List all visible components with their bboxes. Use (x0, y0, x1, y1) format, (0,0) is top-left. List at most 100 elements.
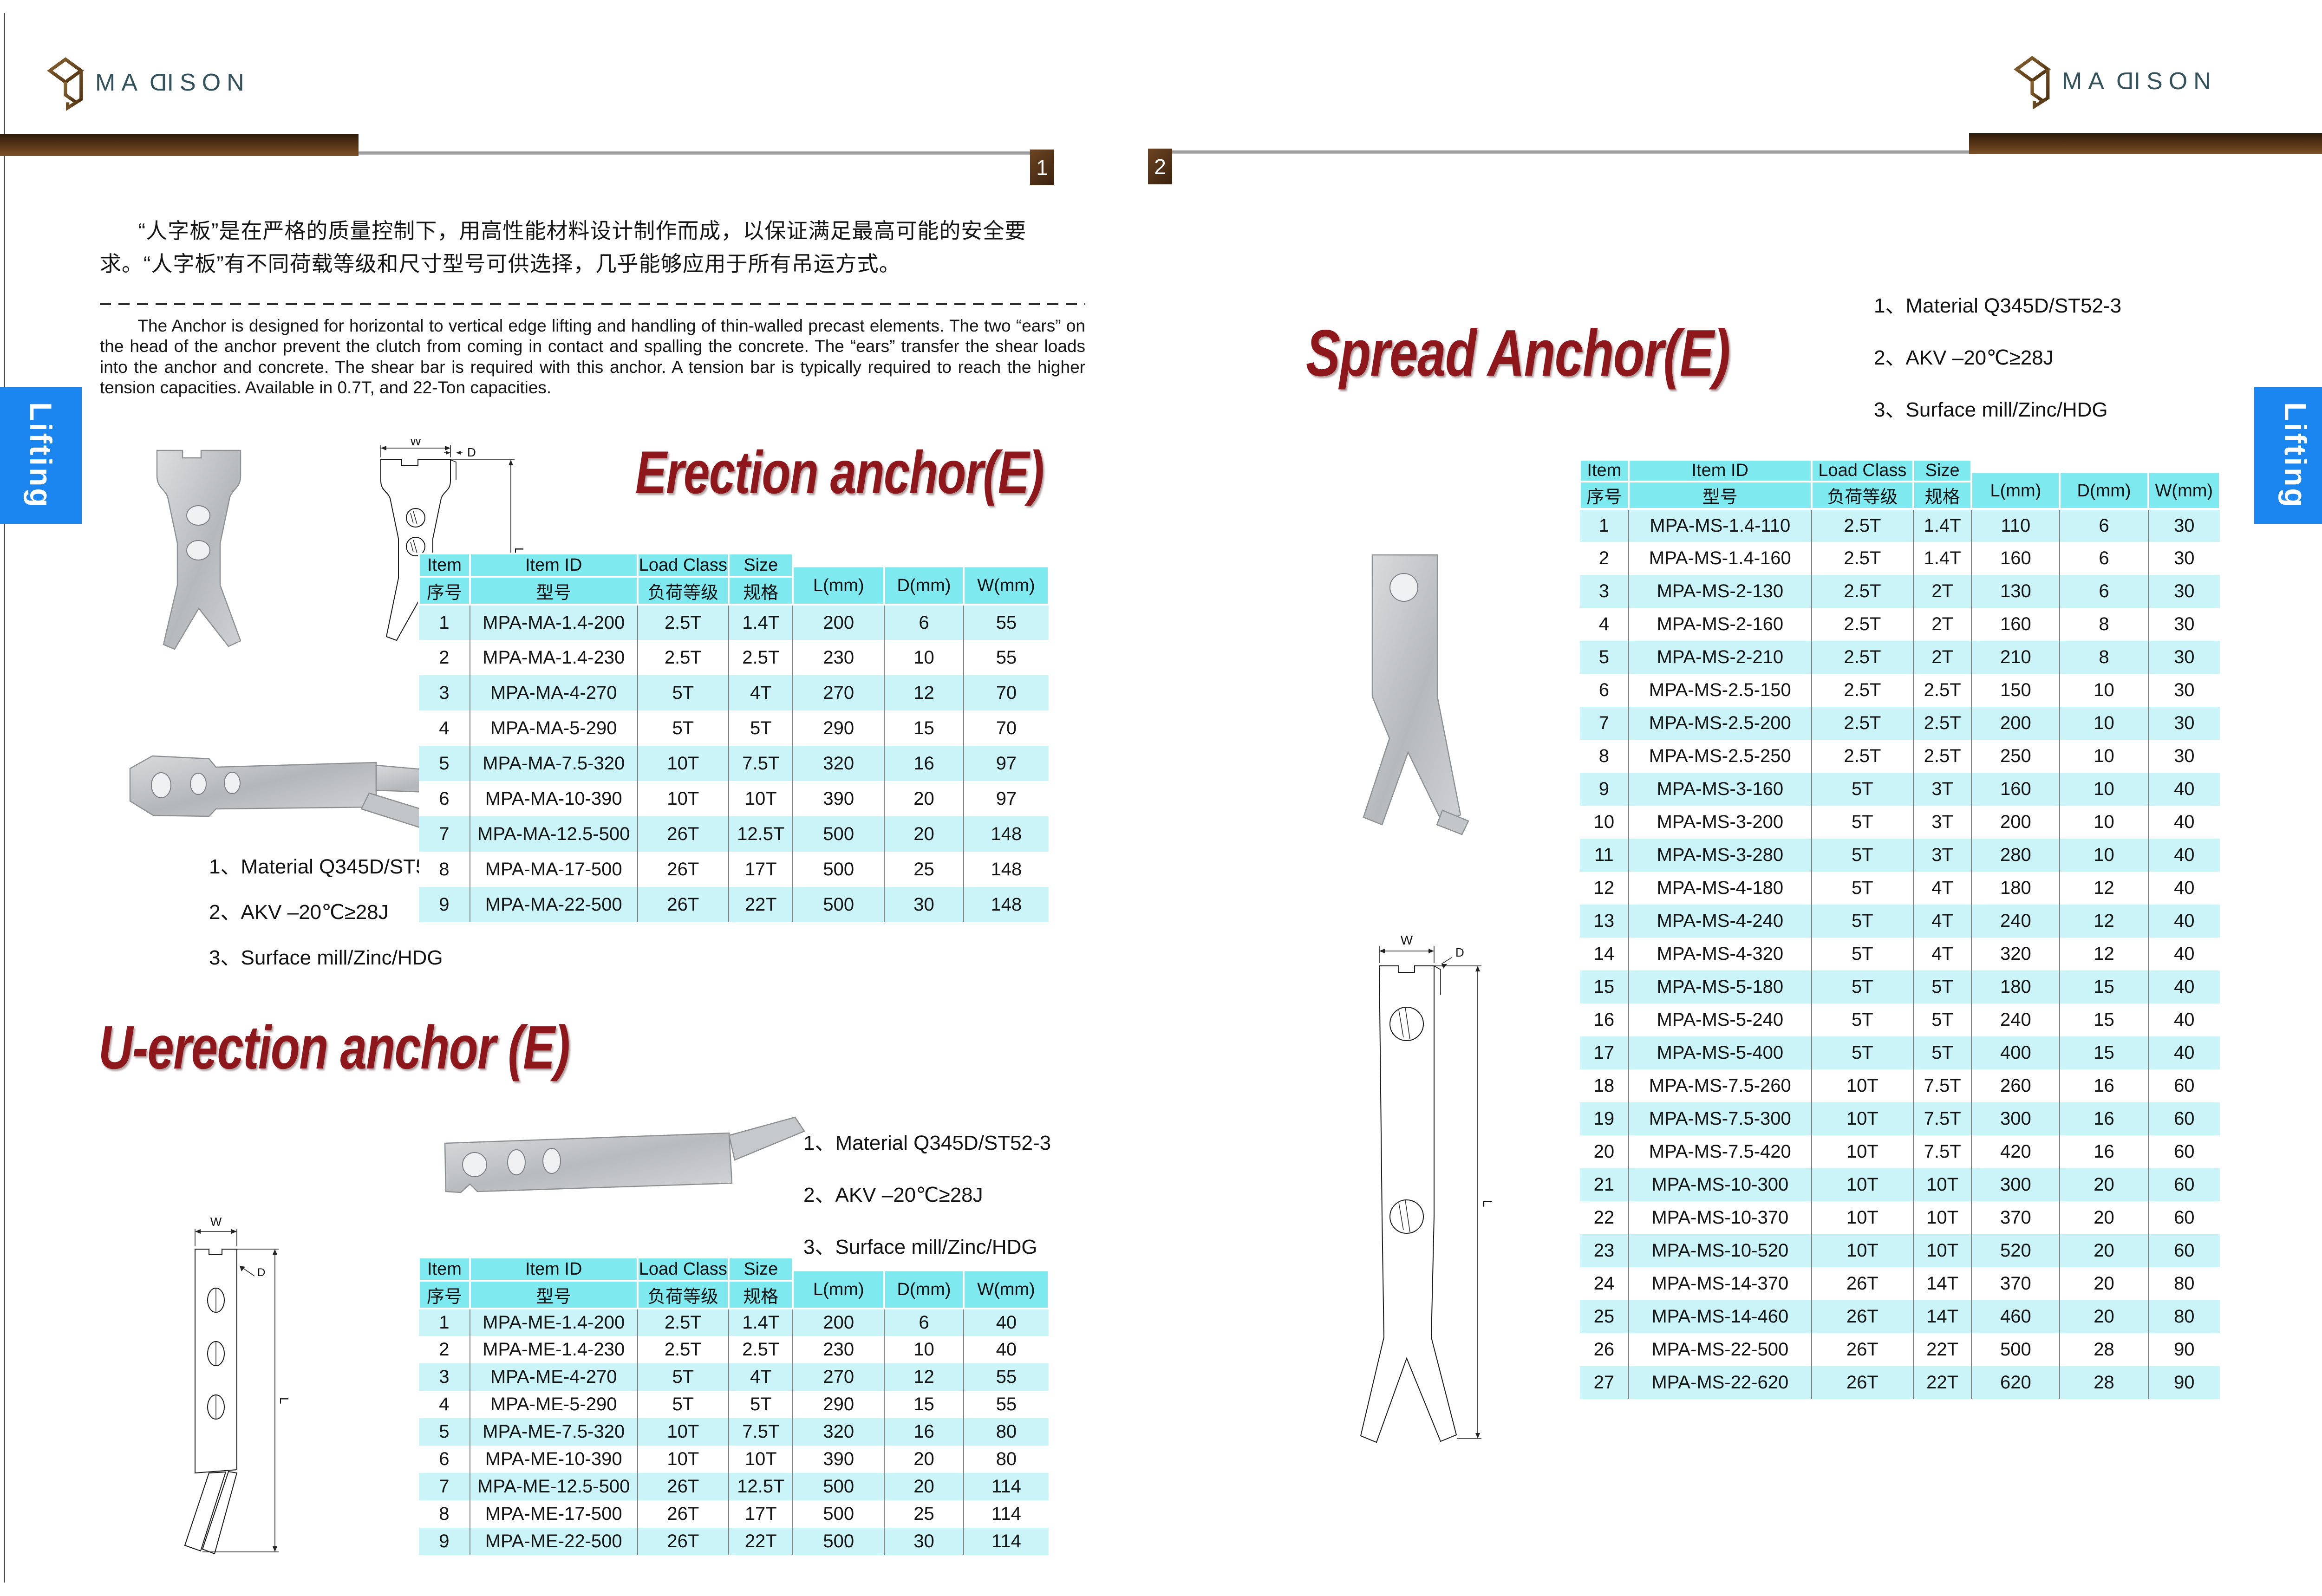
dim-label-d: D (1455, 945, 1464, 959)
table-cell: MPA-MS-3-160 (1628, 773, 1812, 806)
table-cell: 10T (1811, 1201, 1913, 1234)
table-cell: 10T (1811, 1102, 1913, 1135)
table-cell: 23 (1580, 1234, 1629, 1267)
table-cell: 9 (1580, 773, 1629, 806)
table-cell: 10T (637, 781, 729, 816)
table-row: 25 MPA-MS-14-460 26T 14T 460 20 80 (1580, 1300, 2220, 1333)
table-cell: 12.5T (728, 816, 793, 852)
table-cell: 7 (419, 816, 470, 852)
table-cell: 60 (2147, 1234, 2220, 1267)
table-cell: 200 (1971, 806, 2060, 839)
table-cell: 16 (1580, 1003, 1629, 1036)
madison-wordmark: MADISON (95, 69, 250, 97)
table-cell: 150 (1971, 674, 2060, 707)
table-cell: MPA-MS-10-520 (1628, 1234, 1812, 1267)
table-cell: MPA-MS-7.5-260 (1628, 1069, 1812, 1102)
intro-paragraph-cn: “人字板”是在严格的质量控制下，用高性能材料设计制作而成，以保证满足最高可能的安… (100, 219, 1027, 276)
col-id-en: Item ID (469, 553, 639, 578)
table-row: 24 MPA-MS-14-370 26T 14T 370 20 80 (1580, 1267, 2220, 1300)
table-cell: 16 (884, 746, 964, 781)
table-cell: 26T (637, 1528, 729, 1555)
table-cell: MPA-MS-4-180 (1628, 872, 1812, 905)
table-cell: 28 (2059, 1333, 2148, 1366)
table-cell: 270 (792, 1363, 885, 1391)
table-cell: 2.5T (637, 640, 729, 675)
table-cell: 15 (884, 710, 964, 746)
col-load-cn: 负荷等级 (636, 1280, 730, 1309)
table-cell: 4T (1912, 905, 1972, 938)
wordmark-d: D (143, 69, 167, 96)
table-cell: 60 (2147, 1135, 2220, 1168)
table-cell: MPA-ME-12.5-500 (469, 1473, 638, 1500)
table-cell: 400 (1971, 1036, 2060, 1069)
table-cell: MPA-MS-2-160 (1628, 608, 1812, 641)
wordmark-ma: MA (95, 69, 143, 96)
table-cell: 12 (1580, 872, 1629, 905)
table-cell: 26T (637, 816, 729, 852)
col-id-cn: 型号 (1627, 481, 1813, 510)
table-cell: 2T (1912, 575, 1972, 608)
table-cell: MPA-MS-5-180 (1628, 971, 1812, 1003)
table-cell: MPA-MS-14-460 (1628, 1300, 1812, 1333)
table-cell: MPA-MS-4-320 (1628, 938, 1812, 971)
table-cell: 500 (792, 1500, 885, 1528)
col-l: L(mm) (792, 1257, 886, 1309)
left-header-bar (0, 134, 359, 156)
table-row: 5 MPA-MA-7.5-320 10T 7.5T 320 16 97 (419, 746, 1049, 781)
col-w: W(mm) (962, 1257, 1050, 1309)
dashed-divider (100, 303, 1085, 305)
table-cell: 20 (2059, 1201, 2148, 1234)
table-cell: 230 (792, 1336, 885, 1363)
table-row: 1 MPA-ME-1.4-200 2.5T 1.4T 200 6 40 (419, 1309, 1049, 1336)
table-cell: 27 (1580, 1366, 1629, 1399)
table-cell: 2.5T (637, 1309, 729, 1336)
table-cell: 2.5T (1811, 707, 1913, 740)
wordmark-d: D (2110, 68, 2134, 95)
table-cell: 2 (1580, 542, 1629, 575)
table-cell: 55 (963, 640, 1049, 675)
table-cell: 6 (884, 605, 964, 640)
note-surface: 3、Surface mill/Zinc/HDG (1874, 398, 2108, 421)
table-cell: MPA-MA-22-500 (469, 887, 638, 922)
table-cell: 70 (963, 710, 1049, 746)
table-cell: 4 (419, 1391, 470, 1418)
table-cell: 210 (1971, 641, 2060, 674)
table-row: 23 MPA-MS-10-520 10T 10T 520 20 60 (1580, 1234, 2220, 1267)
table-cell: 40 (963, 1336, 1049, 1363)
table-row: 26 MPA-MS-22-500 26T 22T 500 28 90 (1580, 1333, 2220, 1366)
table-cell: 114 (963, 1500, 1049, 1528)
table-cell: 2.5T (1912, 674, 1972, 707)
table-cell: 390 (792, 781, 885, 816)
table-cell: 4T (1912, 938, 1972, 971)
table-cell: 2.5T (728, 640, 793, 675)
table-cell: 15 (2059, 1036, 2148, 1069)
table-cell: 620 (1971, 1366, 2060, 1399)
table-cell: 4 (419, 710, 470, 746)
table-cell: 460 (1971, 1300, 2060, 1333)
table-cell: 26 (1580, 1333, 1629, 1366)
table-cell: 5T (1811, 938, 1913, 971)
table-cell: 60 (2147, 1102, 2220, 1135)
spread-anchor-drawing: W D L (1360, 933, 1495, 1443)
table-cell: 40 (2147, 872, 2220, 905)
col-item-cn: 序号 (1579, 481, 1630, 510)
col-d: D(mm) (883, 553, 965, 606)
table-cell: 22T (728, 887, 793, 922)
table-row: 9 MPA-MA-22-500 26T 22T 500 30 148 (419, 887, 1049, 922)
table-cell: 5 (419, 1418, 470, 1446)
table-cell: MPA-MS-5-240 (1628, 1003, 1812, 1036)
table-cell: 10T (637, 1446, 729, 1473)
table-cell: 30 (2147, 740, 2220, 773)
table-cell: MPA-MS-10-300 (1628, 1168, 1812, 1201)
table-cell: 10T (1811, 1168, 1913, 1201)
table-cell: MPA-MA-17-500 (469, 852, 638, 887)
table-row: 3 MPA-ME-4-270 5T 4T 270 12 55 (419, 1363, 1049, 1391)
table-cell: 2 (419, 1336, 470, 1363)
table-cell: MPA-ME-4-270 (469, 1363, 638, 1391)
table-cell: 200 (792, 1309, 885, 1336)
table-row: 6 MPA-ME-10-390 10T 10T 390 20 80 (419, 1446, 1049, 1473)
table-cell: 6 (1580, 674, 1629, 707)
table-cell: 40 (2147, 773, 2220, 806)
dim-label-d: D (257, 1266, 265, 1279)
table-cell: 390 (792, 1446, 885, 1473)
